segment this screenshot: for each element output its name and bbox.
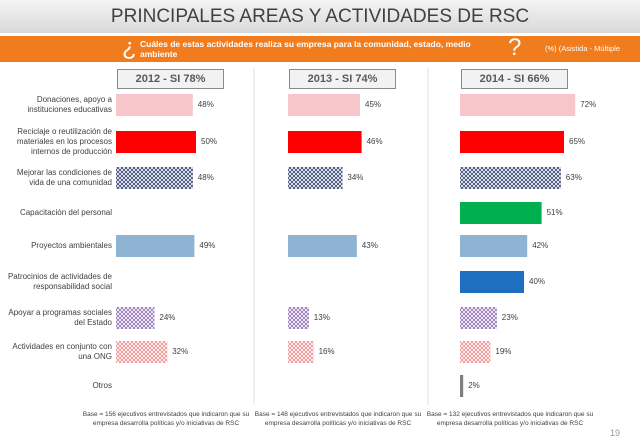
value-label: 48% [198, 100, 214, 109]
question-bar: ¿ Cuáles de estas actividades realiza su… [0, 34, 640, 62]
bar [288, 94, 360, 116]
value-label: 32% [172, 347, 188, 356]
category-label: Apoyar a programas sociales del Estado [8, 308, 112, 327]
value-label: 48% [198, 173, 214, 182]
bar [116, 235, 195, 257]
footnote: Base = 132 ejecutivos entrevistados que … [426, 411, 594, 427]
category-label: Proyectos ambientales [31, 241, 112, 250]
bar [288, 131, 362, 153]
bar-hatch [116, 307, 155, 329]
bar [116, 131, 196, 153]
value-label: 2% [468, 381, 480, 390]
bar-hatch [288, 307, 309, 329]
value-label: 65% [569, 137, 585, 146]
bar [288, 235, 357, 257]
value-label: 40% [529, 277, 545, 286]
bar-hatch [460, 307, 497, 329]
question-note: (%) (Asistida - Múltiple [545, 44, 621, 53]
panel-title: 2014 - SI 66% [461, 69, 568, 89]
bar [116, 94, 193, 116]
value-label: 23% [502, 313, 518, 322]
bar-hatch [116, 341, 168, 363]
value-label: 50% [201, 137, 217, 146]
question-open: ¿ [122, 34, 137, 61]
slide-title: PRINCIPALES AREAS Y ACTIVIDADES DE RSC [0, 0, 640, 33]
bar-hatch [460, 167, 561, 189]
value-label: 45% [365, 100, 381, 109]
bar [460, 94, 576, 116]
category-label: Patrocinios de actividades de responsabi… [7, 272, 112, 291]
question-close: ? [508, 34, 522, 61]
bar [460, 271, 524, 293]
panel-title: 2013 - SI 74% [289, 69, 396, 89]
bar-hatch [288, 341, 314, 363]
value-label: 16% [319, 347, 335, 356]
bar [460, 131, 564, 153]
category-label: Otros [92, 381, 112, 390]
bar [460, 375, 464, 397]
value-label: 72% [580, 100, 596, 109]
category-label: Actividades en conjunto con una ONG [12, 342, 112, 361]
value-label: 43% [362, 241, 378, 250]
category-label: Mejorar las condiciones de vida de una c… [16, 168, 112, 187]
value-label: 49% [199, 241, 215, 250]
bar-hatch [116, 167, 193, 189]
value-label: 24% [159, 313, 175, 322]
category-label: Capacitación del personal [19, 208, 112, 217]
page-number: 19 [610, 428, 621, 438]
value-label: 46% [367, 137, 383, 146]
bar-hatch [460, 341, 491, 363]
category-label: Donaciones, apoyo a instituciones educat… [27, 95, 113, 114]
panel-title: 2012 - SI 78% [117, 69, 224, 89]
value-label: 42% [532, 241, 548, 250]
value-label: 13% [314, 313, 330, 322]
value-label: 34% [347, 173, 363, 182]
bar [460, 202, 542, 224]
value-label: 51% [547, 208, 563, 217]
bar [460, 235, 528, 257]
category-label: Reciclaje o reutilización de materiales … [16, 127, 112, 156]
footnote: Base = 148 ejecutivos entrevistados que … [254, 411, 422, 427]
footnote: Base = 156 ejecutivos entrevistados que … [82, 411, 250, 427]
value-label: 19% [495, 347, 511, 356]
value-label: 63% [566, 173, 582, 182]
bar-hatch [288, 167, 343, 189]
question-text: Cuáles de estas actividades realiza su e… [140, 39, 471, 59]
